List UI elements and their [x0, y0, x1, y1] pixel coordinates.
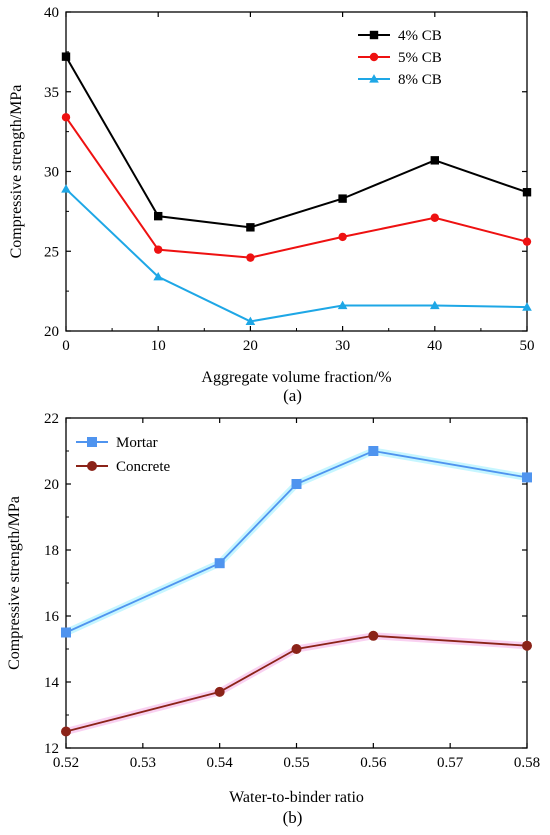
series-concrete — [61, 630, 532, 737]
series-8-cb — [61, 184, 532, 326]
x-tick-label: 0.56 — [360, 755, 387, 771]
data-point — [246, 253, 255, 262]
data-point — [153, 271, 164, 281]
legend-label: 4% CB — [398, 28, 442, 44]
series-4-cb — [61, 52, 532, 232]
x-tick-label: 0.53 — [130, 755, 156, 771]
data-point — [154, 211, 163, 221]
data-point — [430, 156, 439, 165]
legend-entry: 5% CB — [358, 50, 442, 66]
x-tick-label: 50 — [520, 338, 535, 354]
y-tick-label: 22 — [44, 411, 59, 427]
data-point — [61, 627, 71, 638]
y-tick-label: 18 — [44, 543, 59, 559]
legend-marker — [369, 30, 379, 40]
data-point — [214, 558, 225, 569]
y-tick-label: 20 — [44, 324, 59, 340]
data-point — [429, 300, 440, 310]
data-point — [61, 184, 71, 193]
panel-label: (a) — [283, 386, 302, 405]
data-point — [337, 300, 348, 310]
data-point — [522, 302, 532, 311]
chart-panel-a: 0 10 20 30 40 50 20 25 30 35 40 Aggregate volume fr… — [8, 5, 535, 405]
series-line — [65, 56, 528, 229]
series-mortar — [61, 446, 532, 638]
y-tick-label: 30 — [44, 165, 59, 181]
y-tick-label: 14 — [44, 675, 60, 691]
legend-marker — [369, 52, 379, 62]
data-point — [368, 446, 379, 456]
y-tick-label: 16 — [44, 609, 60, 625]
legend-entry: 4% CB — [358, 28, 442, 44]
panel-label: (b) — [283, 808, 303, 827]
x-tick-label: 20 — [243, 338, 258, 354]
legend-entry: Concrete — [76, 459, 170, 475]
legend-entry: Mortar — [76, 435, 158, 451]
data-point — [338, 232, 347, 242]
y-tick-label: 40 — [44, 5, 59, 21]
data-point — [522, 640, 532, 651]
data-point — [61, 113, 71, 122]
series-5-cb — [61, 113, 532, 262]
x-tick-label: 0.57 — [437, 755, 464, 771]
x-tick-label: 40 — [427, 338, 442, 354]
y-tick-label: 25 — [44, 244, 59, 260]
y-tick-label: 35 — [44, 85, 59, 101]
x-axis-label: Aggregate volume fraction/% — [201, 369, 391, 386]
legend-marker — [369, 74, 379, 83]
data-point — [61, 726, 71, 737]
x-tick-label: 0 — [62, 338, 70, 354]
y-axis-label: Compressive strength/MPa — [8, 85, 25, 259]
legend-marker — [87, 461, 97, 471]
chart-panel-b: 0.52 0.53 0.54 0.55 0.56 0.57 0.58 12 14 16 18 20 22… — [6, 411, 540, 827]
x-tick-label: 0.55 — [283, 755, 309, 771]
data-point — [291, 644, 302, 654]
data-point — [246, 223, 255, 232]
legend-label: Concrete — [116, 459, 170, 475]
data-point — [522, 188, 532, 197]
data-point — [338, 194, 347, 203]
data-point — [291, 479, 302, 489]
plot-frame — [65, 11, 528, 332]
data-point — [61, 52, 71, 61]
series-line — [65, 116, 528, 259]
data-point — [154, 245, 163, 254]
data-point — [214, 686, 225, 697]
data-point — [522, 237, 532, 246]
x-tick-label: 0.52 — [53, 755, 79, 771]
series-line — [65, 188, 528, 323]
series-line-glow — [64, 447, 528, 636]
data-point — [430, 213, 439, 222]
data-point — [522, 472, 532, 483]
legend-marker — [87, 437, 97, 447]
legend-label: 5% CB — [398, 50, 442, 66]
series-line — [65, 450, 528, 634]
x-axis-label: Water-to-binder ratio — [229, 789, 364, 806]
x-tick-label: 30 — [335, 338, 350, 354]
y-tick-label: 12 — [44, 741, 59, 757]
data-point — [368, 630, 379, 641]
legend-entry: 8% CB — [358, 72, 442, 88]
data-point — [245, 316, 256, 326]
x-tick-label: 10 — [151, 338, 166, 354]
y-axis-label: Compressive strength/MPa — [6, 496, 23, 670]
x-tick-label: 0.54 — [207, 755, 234, 771]
y-tick-label: 20 — [44, 477, 59, 493]
legend-label: Mortar — [116, 435, 158, 451]
legend-label: 8% CB — [398, 72, 442, 88]
x-tick-label: 0.58 — [514, 755, 540, 771]
